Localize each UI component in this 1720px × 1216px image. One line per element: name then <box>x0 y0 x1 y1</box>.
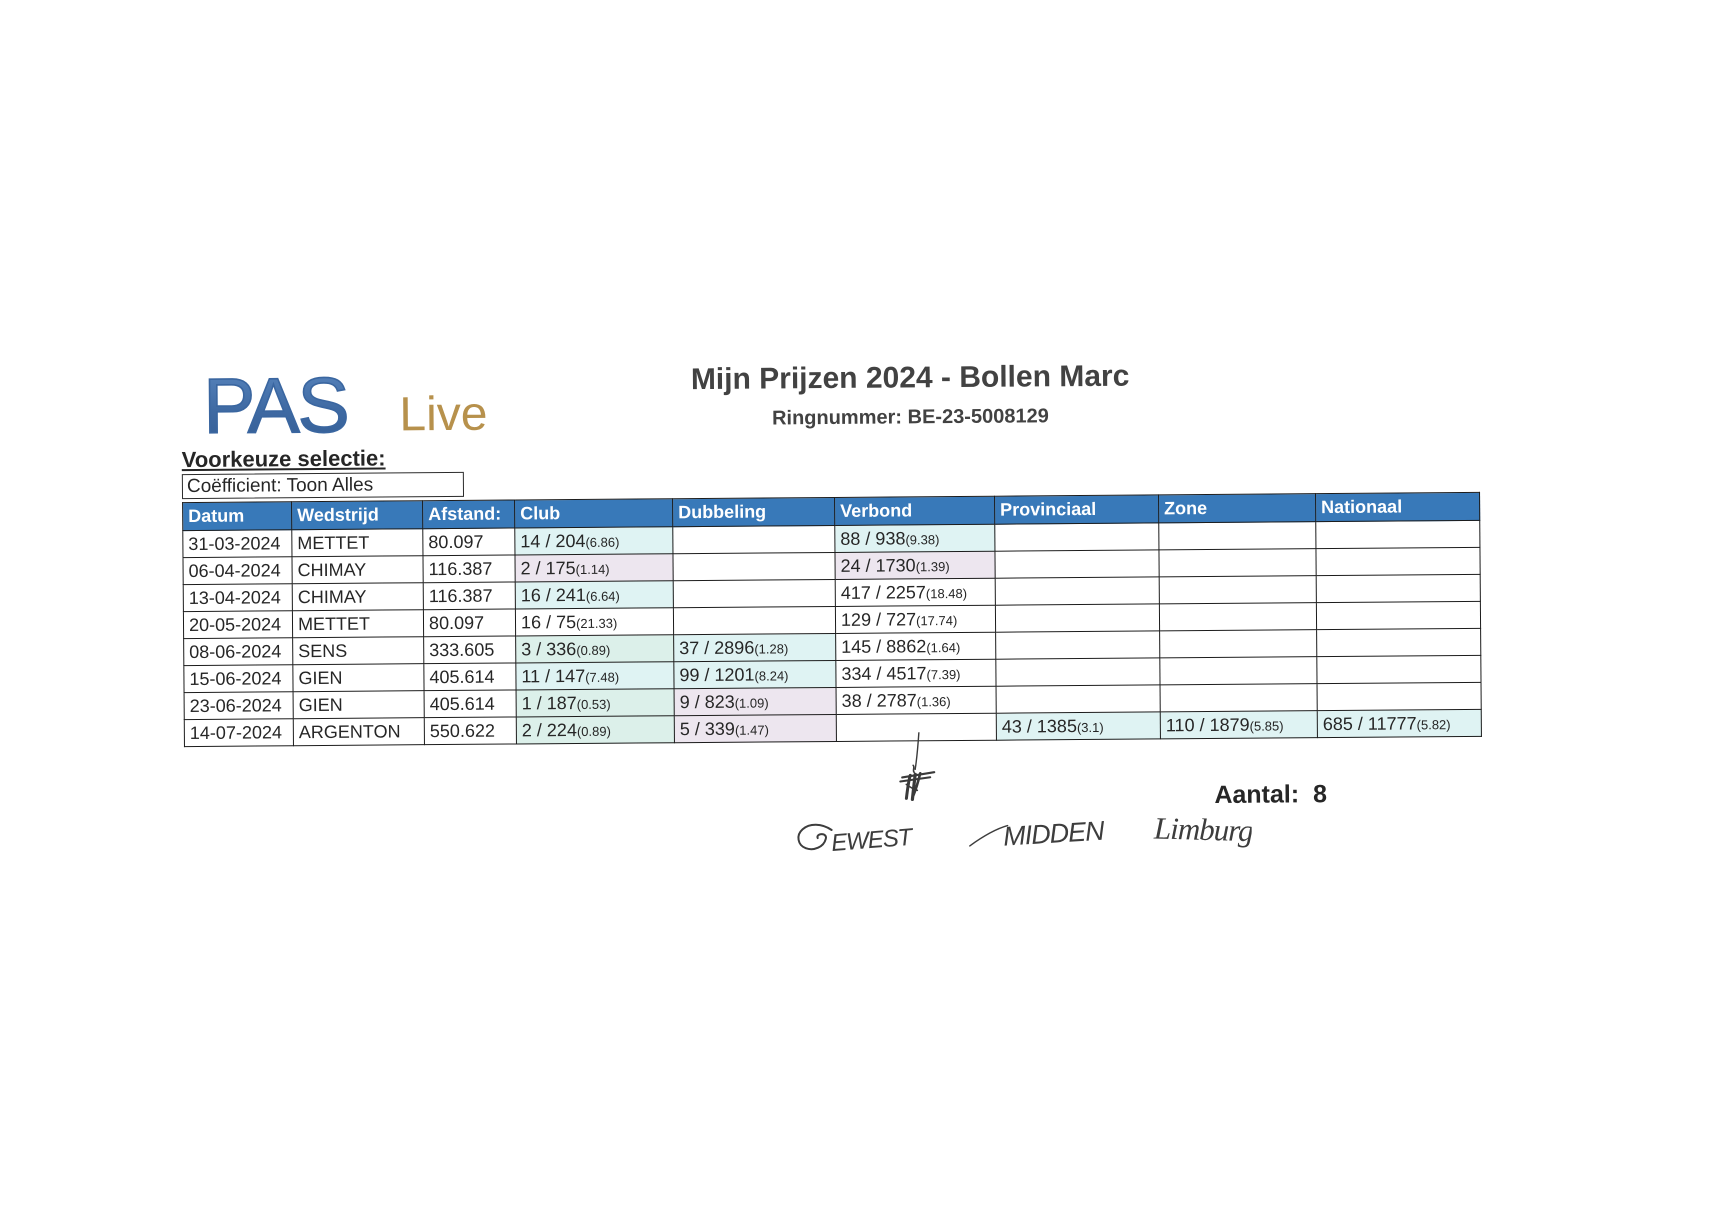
svg-text:MIDDEN: MIDDEN <box>1002 816 1106 852</box>
svg-text:Limburg: Limburg <box>1153 810 1252 848</box>
svg-text:PAS: PAS <box>203 364 348 450</box>
svg-text:Live: Live <box>399 388 487 442</box>
svg-text:EWEST: EWEST <box>830 824 916 857</box>
